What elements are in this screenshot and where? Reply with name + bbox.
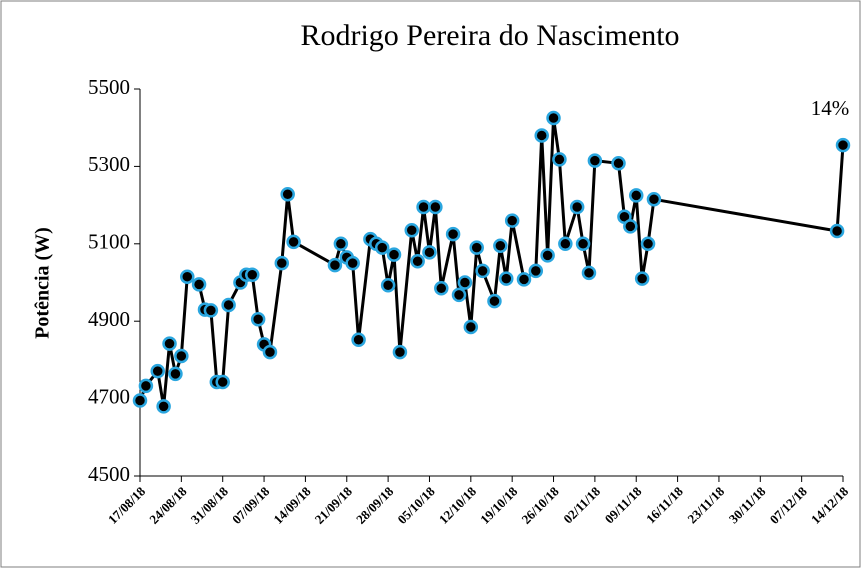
y-axis-label: Potência (W) (32, 227, 54, 339)
data-point (416, 199, 431, 215)
data-point (162, 336, 177, 351)
data-point (451, 287, 467, 303)
data-point (528, 263, 544, 279)
annotation: 14% (811, 96, 850, 120)
data-point (558, 236, 573, 252)
data-point (262, 344, 278, 360)
data-point (345, 255, 360, 271)
data-point (475, 263, 490, 279)
data-point (386, 247, 402, 262)
data-point (646, 192, 662, 207)
data-point (445, 226, 461, 242)
data-point (244, 267, 260, 283)
data-point (374, 240, 390, 255)
data-point (611, 156, 626, 171)
data-point (274, 255, 290, 271)
data-point (180, 269, 195, 284)
data-point (499, 271, 514, 286)
data-point (540, 248, 555, 263)
data-point (581, 265, 597, 281)
data-point (138, 378, 154, 394)
data-point (504, 213, 520, 228)
data-point (221, 297, 236, 313)
data-point (634, 271, 650, 286)
data-point (215, 374, 230, 390)
data-point (569, 199, 585, 215)
data-point (380, 277, 396, 293)
data-point (487, 293, 502, 309)
data-point (327, 257, 343, 273)
data-point (516, 272, 532, 287)
data-point (404, 223, 419, 238)
data-point (351, 332, 366, 348)
data-point (132, 393, 148, 408)
y-tick-label: 4500 (88, 462, 130, 486)
data-point (546, 110, 561, 126)
data-point (150, 363, 165, 379)
data-point (640, 236, 656, 252)
data-point (587, 153, 603, 168)
data-point (835, 137, 851, 153)
data-point (463, 319, 479, 335)
data-point (422, 245, 437, 260)
data-point (410, 253, 425, 269)
data-point (457, 275, 473, 290)
data-point (493, 238, 508, 253)
y-tick-label: 5100 (88, 230, 130, 254)
data-point (286, 234, 301, 250)
chart-title: Rodrigo Pereira do Nascimento (300, 19, 679, 52)
data-point (203, 303, 219, 318)
data-point (168, 366, 183, 382)
data-point (174, 348, 189, 364)
y-tick-label: 5500 (88, 75, 130, 99)
y-tick-label: 4700 (88, 384, 130, 408)
data-point (428, 199, 443, 215)
data-point (623, 219, 638, 234)
data-point (392, 344, 408, 360)
data-point (552, 152, 567, 167)
data-point (469, 240, 484, 255)
data-point (829, 223, 845, 239)
y-tick-label: 5300 (88, 152, 130, 176)
data-point (628, 188, 644, 203)
data-point (434, 281, 449, 296)
data-point (156, 399, 171, 414)
data-point (333, 236, 349, 252)
data-point (280, 187, 295, 202)
data-point (534, 128, 549, 143)
data-point (575, 236, 591, 252)
y-tick-label: 4900 (88, 307, 130, 331)
data-point (191, 277, 207, 292)
data-point (250, 312, 266, 327)
